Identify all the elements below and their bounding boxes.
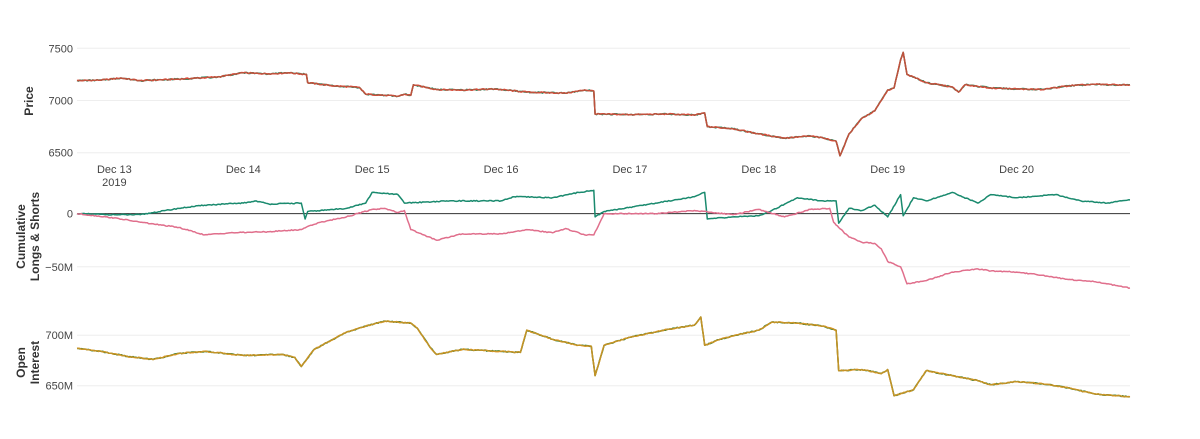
y-axis-title-1-line-0: Cumulative: [14, 204, 28, 269]
y-axis-title-2-line-1: Interest: [28, 341, 42, 384]
series-line-overlay-2-0: [76, 316, 1131, 398]
x-tick-label-1: Dec 14: [226, 164, 261, 176]
x-tick-label-2: Dec 15: [355, 164, 390, 176]
x-tick-label-6: Dec 19: [870, 164, 905, 176]
y-tick-label-1-0: 0: [67, 209, 73, 221]
x-tick-sublabel-0: 2019: [102, 177, 126, 189]
y-axis-title-1-line-1: Longs & Shorts: [28, 192, 42, 282]
series-line-0-0: [76, 51, 1131, 157]
x-tick-label-5: Dec 18: [741, 164, 776, 176]
y-axis-title-2-line-0: Open: [14, 347, 28, 378]
series-line-2-0: [76, 316, 1131, 398]
series-accent-line-2-0: [77, 316, 1131, 398]
y-tick-label-2-0: 700M: [45, 330, 73, 342]
y-axis-title-0: Price: [22, 86, 36, 116]
series-accent-line-0-0: [76, 51, 1130, 157]
series-line-1-1: [76, 207, 1131, 289]
y-tick-label-2-1: 650M: [45, 381, 73, 393]
y-tick-label-0-0: 7500: [49, 43, 73, 55]
x-tick-label-3: Dec 16: [484, 164, 519, 176]
y-tick-label-1-1: −50M: [45, 262, 73, 274]
x-tick-label-7: Dec 20: [999, 164, 1034, 176]
y-tick-label-0-2: 6500: [49, 148, 73, 160]
series-line-overlay-0-0: [76, 51, 1131, 157]
x-tick-label-4: Dec 17: [612, 164, 647, 176]
x-tick-label-0: Dec 13: [97, 164, 132, 176]
y-tick-label-0-1: 7000: [49, 95, 73, 107]
series-line-1-0: [76, 189, 1131, 224]
